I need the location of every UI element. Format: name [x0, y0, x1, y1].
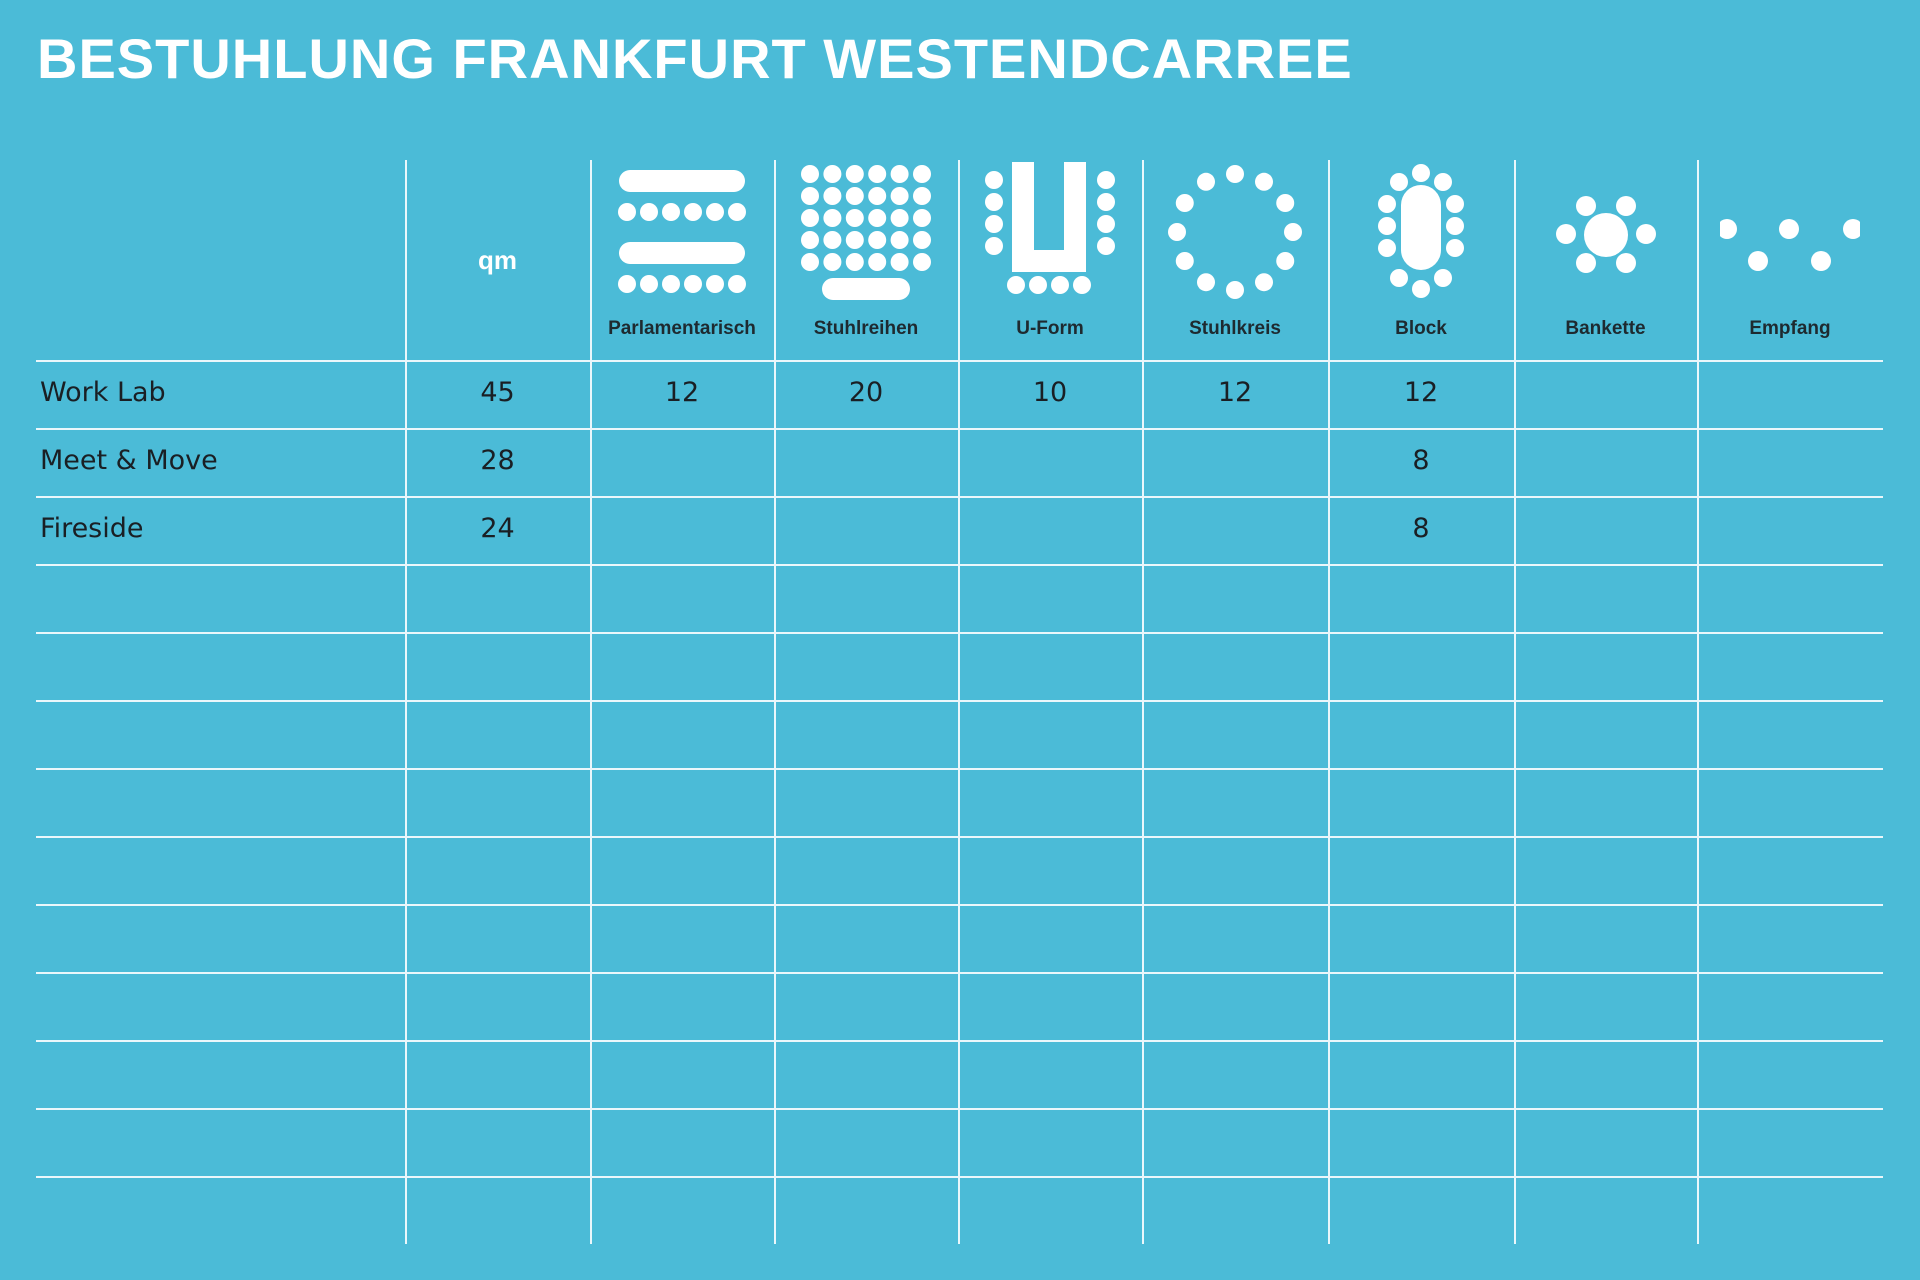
- row-divider: [36, 1108, 1883, 1110]
- column-divider: [774, 160, 776, 1244]
- row-name-work-lab: Work Lab: [40, 377, 166, 408]
- column-label-bankette: Bankette: [1565, 318, 1646, 339]
- chair-circle-icon: [1165, 160, 1305, 310]
- column-header-u-form: U-Form: [958, 160, 1142, 360]
- row-divider: [36, 768, 1883, 770]
- column-divider: [1142, 160, 1144, 1244]
- banquet-icon: [1536, 160, 1676, 310]
- column-divider: [405, 160, 407, 1244]
- column-header-empfang: Empfang: [1697, 160, 1883, 360]
- row-divider: [36, 564, 1883, 566]
- column-label-stuhlreihen: Stuhlreihen: [813, 318, 919, 339]
- column-divider: [1328, 160, 1330, 1244]
- row-divider: [36, 904, 1883, 906]
- cell-block: 8: [1412, 513, 1430, 544]
- cell-stuhlreihen: 20: [848, 377, 884, 408]
- page-title: BESTUHLUNG FRANKFURT WESTENDCARREE: [37, 27, 1353, 90]
- column-header-stuhlreihen: Stuhlreihen: [774, 160, 958, 360]
- qm-column-header: qm: [478, 245, 517, 275]
- row-divider: [36, 1176, 1883, 1178]
- row-divider: [36, 632, 1883, 634]
- column-label-block: Block: [1395, 318, 1447, 339]
- column-header-block: Block: [1328, 160, 1514, 360]
- column-header-stuhlkreis: Stuhlkreis: [1142, 160, 1328, 360]
- u-shape-icon: [980, 160, 1120, 310]
- column-divider: [1514, 160, 1516, 1244]
- cell-qm: 28: [480, 445, 515, 476]
- row-divider: [36, 700, 1883, 702]
- column-label-parlamentarisch: Parlamentarisch: [608, 318, 756, 339]
- parliamentary-seating-icon: [612, 160, 752, 310]
- block-table-icon: [1351, 160, 1491, 310]
- cell-parlamentarisch: 12: [664, 377, 700, 408]
- chair-rows-icon: [796, 160, 936, 310]
- column-label-stuhlkreis: Stuhlkreis: [1189, 318, 1281, 339]
- row-divider: [36, 972, 1883, 974]
- row-divider: [36, 836, 1883, 838]
- column-divider: [1697, 160, 1699, 1244]
- column-header-bankette: Bankette: [1514, 160, 1697, 360]
- column-label-u-form: U-Form: [1016, 318, 1084, 339]
- row-divider: [36, 360, 1883, 362]
- row-name-fireside: Fireside: [40, 513, 144, 544]
- cell-qm: 45: [480, 377, 515, 408]
- cell-block: 8: [1412, 445, 1430, 476]
- row-name-meet-move: Meet & Move: [40, 445, 218, 476]
- cell-stuhlkreis: 12: [1217, 377, 1253, 408]
- cell-u-form: 10: [1032, 377, 1068, 408]
- cell-qm: 24: [480, 513, 515, 544]
- column-label-empfang: Empfang: [1749, 318, 1831, 339]
- reception-icon: [1720, 160, 1860, 310]
- column-header-parlamentarisch: Parlamentarisch: [590, 160, 774, 360]
- cell-block: 12: [1403, 377, 1439, 408]
- column-divider: [958, 160, 960, 1244]
- row-divider: [36, 428, 1883, 430]
- column-divider: [590, 160, 592, 1244]
- row-divider: [36, 1040, 1883, 1042]
- row-divider: [36, 496, 1883, 498]
